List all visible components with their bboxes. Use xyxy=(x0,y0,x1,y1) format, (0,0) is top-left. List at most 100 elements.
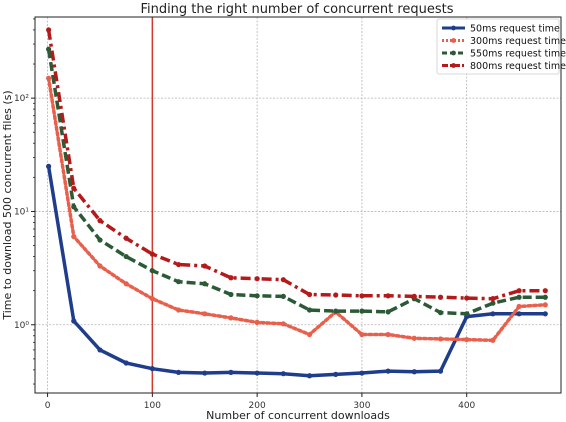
y-tick-label: 10⁰ xyxy=(14,321,29,331)
data-point xyxy=(437,368,444,374)
data-point xyxy=(123,281,129,287)
data-point xyxy=(280,293,286,299)
x-tick-label: 400 xyxy=(458,401,475,411)
legend-label: 300ms request time xyxy=(470,36,566,47)
data-point xyxy=(46,46,52,52)
legend-label: 800ms request time xyxy=(470,61,566,72)
data-point xyxy=(46,163,52,169)
data-point xyxy=(490,311,496,317)
data-point xyxy=(254,370,260,376)
data-point xyxy=(516,288,522,294)
legend-marker xyxy=(451,63,456,68)
data-point xyxy=(280,321,286,327)
data-point xyxy=(490,337,496,343)
data-point xyxy=(97,237,103,243)
x-axis-label: Number of concurrent downloads xyxy=(206,409,390,422)
data-point xyxy=(254,276,260,282)
series-line xyxy=(46,76,548,343)
data-point xyxy=(306,291,313,298)
x-tick-label: 0 xyxy=(45,401,51,411)
data-point xyxy=(542,302,548,308)
data-point xyxy=(359,331,365,338)
data-point xyxy=(97,347,103,353)
data-point xyxy=(411,335,417,341)
data-point xyxy=(542,288,548,294)
data-point xyxy=(464,336,470,343)
legend-item[interactable]: 300ms request time xyxy=(442,36,566,47)
legend-item[interactable]: 550ms request time xyxy=(442,49,566,60)
data-point xyxy=(516,303,522,310)
plot-frame xyxy=(34,16,562,394)
data-point xyxy=(333,292,339,298)
data-point xyxy=(175,279,182,285)
legend-label: 550ms request time xyxy=(470,49,566,60)
data-point xyxy=(385,309,391,315)
data-point xyxy=(149,296,155,302)
x-tick-label: 300 xyxy=(353,401,370,411)
data-point xyxy=(359,293,365,299)
data-point xyxy=(228,369,234,375)
data-point xyxy=(71,318,77,324)
legend-box xyxy=(436,18,560,75)
data-point xyxy=(123,235,129,241)
data-point xyxy=(228,291,234,298)
series-1 xyxy=(46,75,548,343)
data-point xyxy=(359,308,365,314)
data-point xyxy=(385,293,391,299)
y-tick-label: 10¹ xyxy=(14,207,29,217)
data-point xyxy=(71,233,77,240)
data-point xyxy=(202,370,208,376)
chart-title: Finding the right number of concurrent r… xyxy=(140,2,453,17)
legend-item[interactable]: 800ms request time xyxy=(442,61,566,72)
x-axis: 0 100 200 300 400 xyxy=(45,393,476,411)
data-point xyxy=(490,300,496,306)
series-line xyxy=(46,29,546,301)
data-point xyxy=(71,185,77,191)
legend-marker xyxy=(451,25,456,31)
data-point xyxy=(359,370,365,376)
data-point xyxy=(123,253,129,260)
data-point xyxy=(123,360,129,366)
data-point xyxy=(149,268,155,274)
data-point xyxy=(254,319,260,325)
data-point xyxy=(149,251,155,257)
data-point xyxy=(254,293,260,299)
data-point xyxy=(333,308,339,314)
data-point xyxy=(411,293,417,299)
data-point xyxy=(175,261,182,268)
series-line xyxy=(46,49,546,316)
data-point xyxy=(464,311,470,317)
legend-item[interactable]: 50ms request time xyxy=(442,24,560,35)
data-point xyxy=(385,368,391,374)
data-point xyxy=(202,311,208,317)
data-point xyxy=(385,331,391,338)
data-point xyxy=(46,27,52,33)
data-point xyxy=(464,295,470,301)
data-point xyxy=(490,296,496,302)
series-group xyxy=(46,27,548,379)
data-point xyxy=(306,331,313,338)
data-point xyxy=(97,218,103,224)
data-point xyxy=(437,310,444,316)
data-point xyxy=(175,369,182,375)
data-point xyxy=(306,373,313,379)
series-0 xyxy=(46,163,548,379)
data-point xyxy=(333,371,339,377)
x-tick-label: 200 xyxy=(249,401,266,411)
y-axis-label: Time to download 500 concurrent files (s… xyxy=(1,90,14,320)
x-tick-label: 100 xyxy=(144,401,161,411)
series-2 xyxy=(46,46,548,317)
data-point xyxy=(228,275,234,281)
data-point xyxy=(437,294,444,300)
data-point xyxy=(411,369,417,375)
data-point xyxy=(542,311,548,317)
data-point xyxy=(46,75,52,81)
data-point xyxy=(228,315,234,321)
data-point xyxy=(175,307,182,313)
data-point xyxy=(306,307,313,313)
data-point xyxy=(516,311,522,317)
data-point xyxy=(71,204,77,210)
data-point xyxy=(202,263,208,269)
